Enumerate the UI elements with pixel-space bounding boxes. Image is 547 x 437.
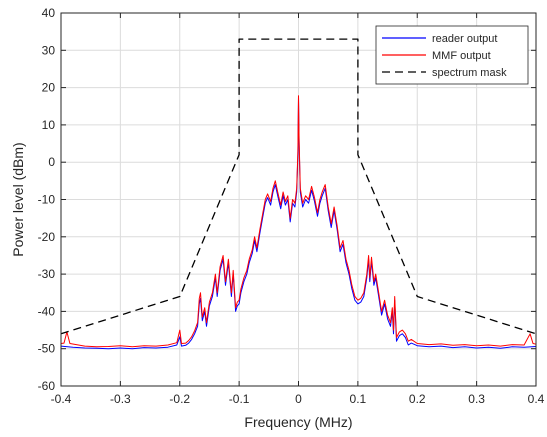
x-tick-label: -0.4 — [51, 392, 72, 406]
x-tick-label: 0 — [295, 392, 302, 406]
legend: reader output MMF output spectrum mask — [375, 25, 529, 85]
legend-items: reader output MMF output spectrum mask — [382, 33, 507, 79]
x-tick-label: 0.4 — [528, 392, 545, 406]
y-tick-label: -20 — [38, 230, 56, 244]
y-tick-label: -40 — [38, 304, 56, 318]
y-axis-label: Power level (dBm) — [10, 142, 26, 256]
legend-label: spectrum mask — [432, 67, 507, 79]
x-tick-label: -0.2 — [169, 392, 190, 406]
y-tick-label: -30 — [38, 267, 56, 281]
y-tick-label: -60 — [38, 379, 56, 393]
x-tick-label: 0.1 — [350, 392, 367, 406]
y-tick-labels: -60 -50 -40 -30 -20 -10 0 10 20 30 40 — [38, 6, 56, 393]
x-tick-labels: -0.4 -0.3 -0.2 -0.1 0 0.1 0.2 0.3 0.4 — [51, 392, 545, 406]
y-tick-label: 0 — [48, 155, 55, 169]
y-tick-label: 40 — [42, 6, 56, 20]
tick-marks — [60, 12, 537, 387]
x-axis-label: Frequency (MHz) — [244, 414, 352, 430]
x-tick-label: 0.2 — [409, 392, 426, 406]
series-lines — [60, 38, 537, 350]
x-tick-label: 0.3 — [468, 392, 485, 406]
series-line — [60, 95, 537, 348]
legend-label: reader output — [432, 33, 497, 45]
series-line — [60, 38, 537, 335]
legend-label: MMF output — [432, 50, 491, 62]
x-tick-label: -0.1 — [229, 392, 250, 406]
y-tick-label: 20 — [42, 81, 56, 95]
y-tick-label: 10 — [42, 118, 56, 132]
y-tick-label: 30 — [42, 43, 56, 57]
x-tick-label: -0.3 — [110, 392, 131, 406]
y-tick-label: -50 — [38, 342, 56, 356]
y-tick-label: -10 — [38, 193, 56, 207]
